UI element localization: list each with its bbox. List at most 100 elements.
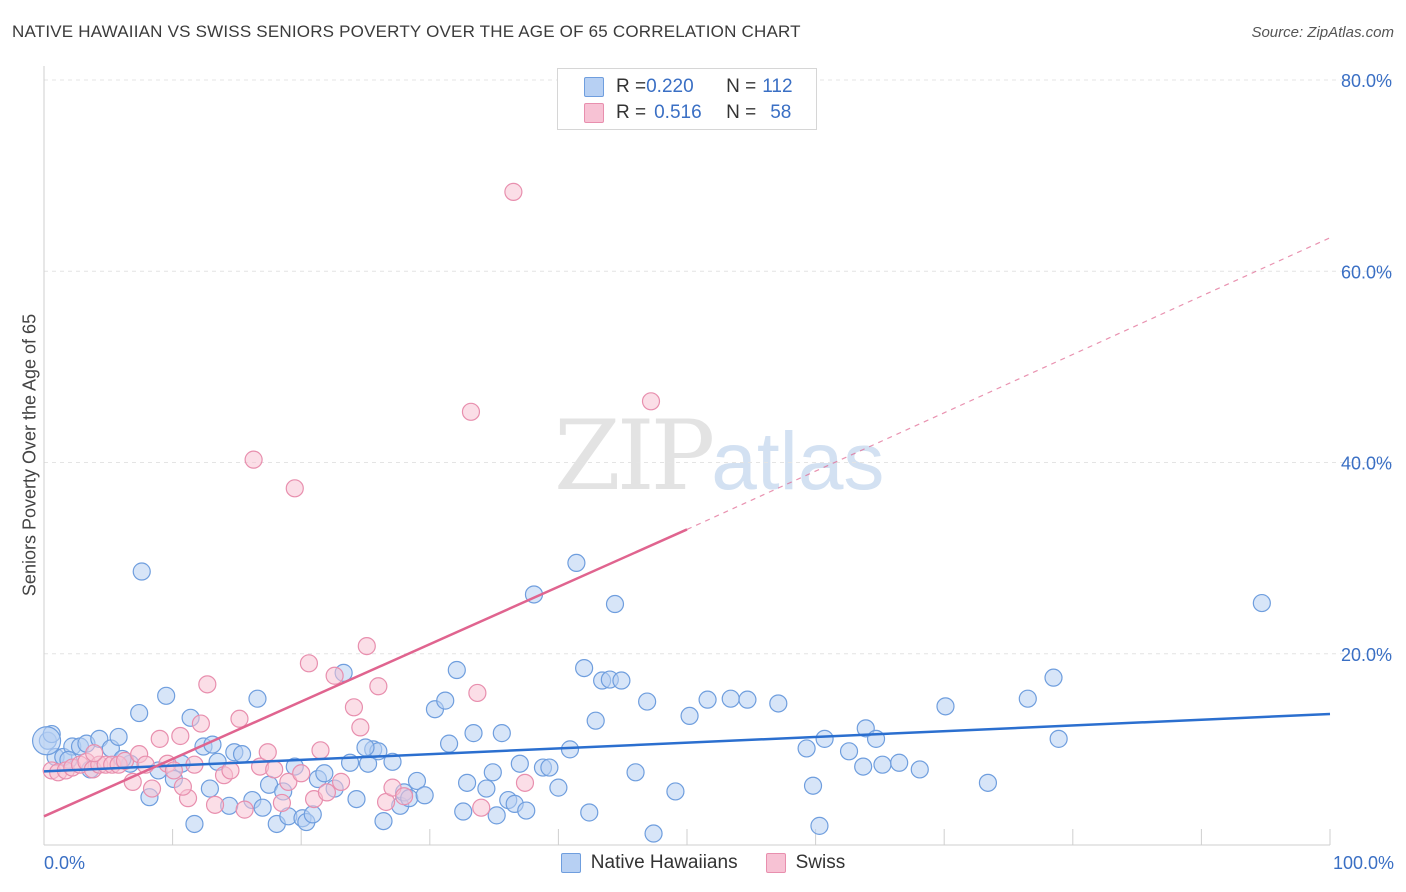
legend-swatch-blue [584, 77, 604, 97]
native-hawaiians-point-102 [1018, 689, 1037, 708]
legend-r-value: 0.516 [654, 102, 702, 123]
y-tick-label-20: 20.0% [1341, 645, 1392, 665]
source-label: Source: ZipAtlas.com [1251, 24, 1394, 41]
native-hawaiians-point-103 [1044, 668, 1063, 687]
x-tick-label-min: 0.0% [44, 853, 85, 873]
native-hawaiians-point-66 [517, 801, 536, 820]
watermark-atlas: atlas [711, 416, 885, 507]
native-hawaiians-point-50 [407, 771, 427, 791]
swiss-point-32 [265, 760, 284, 779]
swiss-point-40 [317, 783, 337, 802]
swiss-point-16 [150, 729, 169, 748]
legend-row-native-hawaiians: R = 0.220 N = 112 [584, 75, 793, 99]
swiss-point-57 [85, 744, 104, 763]
native-hawaiians-point-14 [157, 686, 176, 705]
native-hawaiians-point-69 [540, 758, 559, 777]
native-hawaiians-point-45 [374, 811, 393, 831]
y-tick-label-80: 80.0% [1341, 71, 1392, 91]
swiss-point-53 [504, 182, 523, 201]
swiss-point-37 [299, 654, 319, 673]
legend-label-native-hawaiians: Native Hawaiians [590, 852, 738, 873]
native-hawaiians-point-79 [612, 671, 631, 690]
swiss-point-35 [285, 479, 304, 498]
native-hawaiians-point-53 [436, 691, 455, 710]
legend-item-native-hawaiians[interactable]: Native Hawaiians [560, 852, 738, 874]
native-hawaiians-point-59 [477, 779, 496, 798]
native-hawaiians-point-89 [797, 739, 816, 758]
swiss-point-36 [292, 764, 311, 783]
native-hawaiians-point-57 [457, 773, 477, 792]
native-hawaiians-point-26 [248, 689, 267, 708]
trend-lines [43, 237, 1331, 818]
native-hawaiians-point-61 [487, 806, 506, 825]
swiss-point-43 [344, 698, 364, 717]
native-hawaiians-point-84 [680, 706, 699, 726]
swiss-point-22 [191, 714, 210, 733]
native-hawaiians-point-88 [769, 694, 788, 713]
swiss-point-45 [357, 636, 376, 656]
swiss-point-39 [311, 741, 330, 760]
native-hawaiians-point-86 [721, 689, 740, 708]
native-hawaiians-trend-line [43, 712, 1331, 773]
native-hawaiians-point-62 [492, 724, 511, 743]
native-hawaiians-point-46 [383, 752, 402, 771]
swiss-point-49 [394, 787, 414, 806]
native-hawaiians-point-93 [839, 742, 859, 761]
legend-r-label: R = [616, 102, 647, 123]
native-hawaiians-point-35 [303, 805, 322, 824]
native-hawaiians-point-37 [315, 764, 334, 783]
native-hawaiians-point-18 [185, 814, 204, 834]
legend-n-value: 58 [770, 102, 792, 123]
swiss-trend-extension [686, 237, 1331, 530]
swiss-point-44 [351, 718, 370, 737]
native-hawaiians-point-41 [347, 789, 366, 809]
swiss-point-28 [235, 800, 254, 819]
native-hawaiians-point-20 [200, 779, 219, 798]
native-hawaiians-cluster-point [31, 726, 62, 756]
swiss-point-55 [641, 392, 661, 411]
native-hawaiians-point-56 [454, 802, 473, 821]
native-hawaiians-point-104 [1049, 729, 1068, 748]
native-hawaiians-point-55 [447, 660, 466, 680]
native-hawaiians-point-105 [1252, 593, 1271, 613]
native-hawaiians-point-92 [815, 729, 834, 748]
native-hawaiians-point-98 [890, 753, 909, 772]
legend-swatch-pink [584, 103, 604, 123]
swiss-point-41 [325, 666, 344, 685]
series-legend: Native Hawaiians Swiss [0, 852, 1406, 874]
tick-labels: 20.0% 40.0% 60.0% 80.0% 0.0% 100.0% [44, 71, 1394, 873]
legend-item-swiss[interactable]: Swiss [765, 852, 846, 874]
native-hawaiians-point-11 [132, 562, 151, 581]
native-hawaiians-point-72 [567, 553, 586, 573]
native-hawaiians-point-100 [936, 697, 955, 716]
native-hawaiians-point-80 [626, 763, 645, 782]
legend-n-value: 112 [762, 76, 793, 97]
legend-r-value: 0.220 [646, 76, 694, 97]
native-hawaiians-point-24 [232, 745, 252, 764]
native-hawaiians-point-85 [698, 690, 717, 709]
native-hawaiians-point-54 [439, 734, 459, 753]
legend-label-swiss: Swiss [795, 852, 846, 873]
native-hawaiians-point-10 [130, 703, 149, 723]
watermark-zip: ZIP [554, 400, 715, 512]
y-tick-label-60: 60.0% [1341, 262, 1392, 282]
legend-r-label: R = [616, 76, 647, 97]
swiss-point-33 [272, 793, 292, 813]
legend-swatch-blue [560, 853, 581, 873]
native-hawaiians-point-97 [873, 755, 892, 774]
swiss-point-29 [244, 450, 263, 469]
swiss-point-56 [173, 777, 192, 796]
legend-n-label: N = [726, 102, 757, 123]
native-hawaiians-point-51 [415, 786, 434, 805]
swiss-point-19 [171, 726, 190, 746]
native-hawaiians-point-58 [464, 724, 483, 743]
x-tick-label-max: 100.0% [1333, 853, 1394, 873]
native-hawaiians-point-111 [356, 738, 375, 757]
native-hawaiians-point-94 [854, 757, 873, 776]
swiss-trend-line [43, 528, 688, 818]
native-hawaiians-point-27 [253, 798, 272, 817]
swiss-point-51 [468, 683, 487, 703]
swiss-point-27 [230, 709, 249, 728]
native-hawaiians-point-60 [483, 763, 502, 782]
